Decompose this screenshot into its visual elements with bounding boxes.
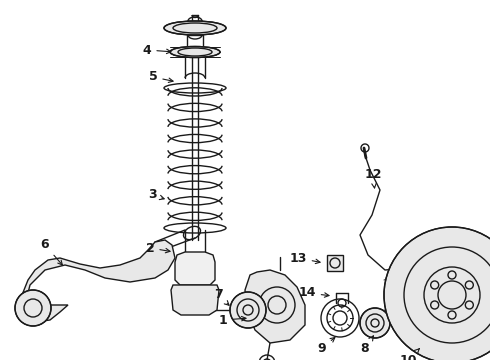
Text: 6: 6 — [41, 238, 62, 265]
Text: 2: 2 — [146, 242, 170, 255]
Text: 8: 8 — [361, 336, 373, 355]
Text: 9: 9 — [318, 338, 335, 355]
Text: 4: 4 — [143, 44, 171, 57]
Text: 1: 1 — [219, 314, 246, 327]
Ellipse shape — [230, 292, 266, 328]
Polygon shape — [327, 255, 343, 271]
Text: 13: 13 — [289, 252, 320, 265]
Text: 11: 11 — [0, 359, 1, 360]
Polygon shape — [22, 240, 175, 322]
Polygon shape — [171, 285, 219, 315]
Circle shape — [400, 293, 444, 337]
Ellipse shape — [360, 308, 390, 338]
Text: 5: 5 — [148, 71, 173, 84]
Polygon shape — [175, 252, 215, 285]
Text: 14: 14 — [298, 287, 329, 300]
Text: 12: 12 — [364, 168, 382, 188]
Text: 7: 7 — [214, 288, 229, 305]
Circle shape — [15, 290, 51, 326]
Ellipse shape — [164, 21, 226, 35]
Ellipse shape — [170, 46, 220, 58]
Text: 3: 3 — [147, 189, 164, 202]
Polygon shape — [245, 270, 305, 343]
Circle shape — [384, 227, 490, 360]
Text: 10: 10 — [399, 348, 419, 360]
